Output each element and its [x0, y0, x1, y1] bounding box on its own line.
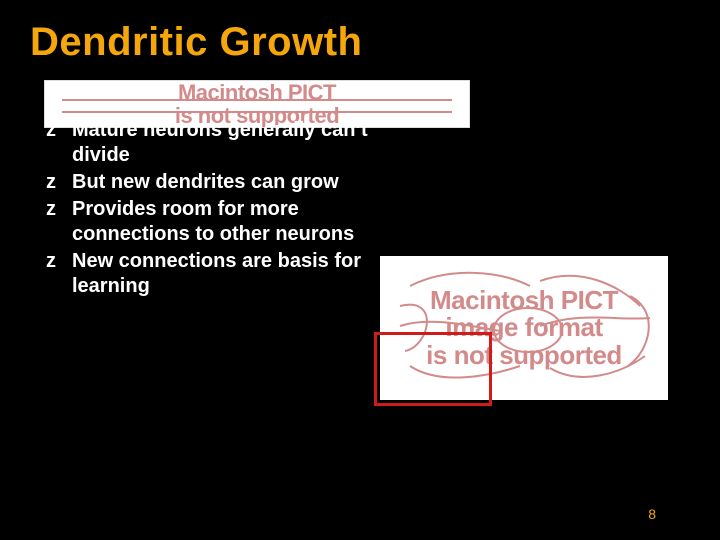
bullet-glyph-icon: z [46, 249, 56, 274]
bullet-glyph-icon: z [46, 118, 56, 143]
bullet-text: But new dendrites can grow [72, 171, 339, 193]
placeholder-strike-2 [62, 111, 452, 113]
bullet-item-2: z But new dendrites can grow [46, 170, 370, 195]
bullet-item-3: z Provides room for more connections to o… [46, 197, 370, 247]
bullet-glyph-icon: z [46, 197, 56, 222]
bullet-item-4: z New connections are basis for learning [46, 249, 370, 299]
slide-container: Dendritic Growth Macintosh PICT is not s… [0, 0, 720, 540]
bullet-text: Mature neurons generally can’t divide [72, 119, 368, 166]
bullet-text: Provides room for more connections to ot… [72, 198, 354, 245]
slide-title: Dendritic Growth [30, 20, 690, 65]
bullet-item-1: z Mature neurons generally can’t divide [46, 118, 370, 168]
highlight-red-box [374, 332, 492, 406]
bullet-glyph-icon: z [46, 170, 56, 195]
page-number: 8 [648, 506, 656, 522]
placeholder-strike-1 [62, 99, 452, 101]
bullet-list: z Mature neurons generally can’t divide z… [30, 118, 370, 301]
bullet-text: New connections are basis for learning [72, 250, 361, 297]
